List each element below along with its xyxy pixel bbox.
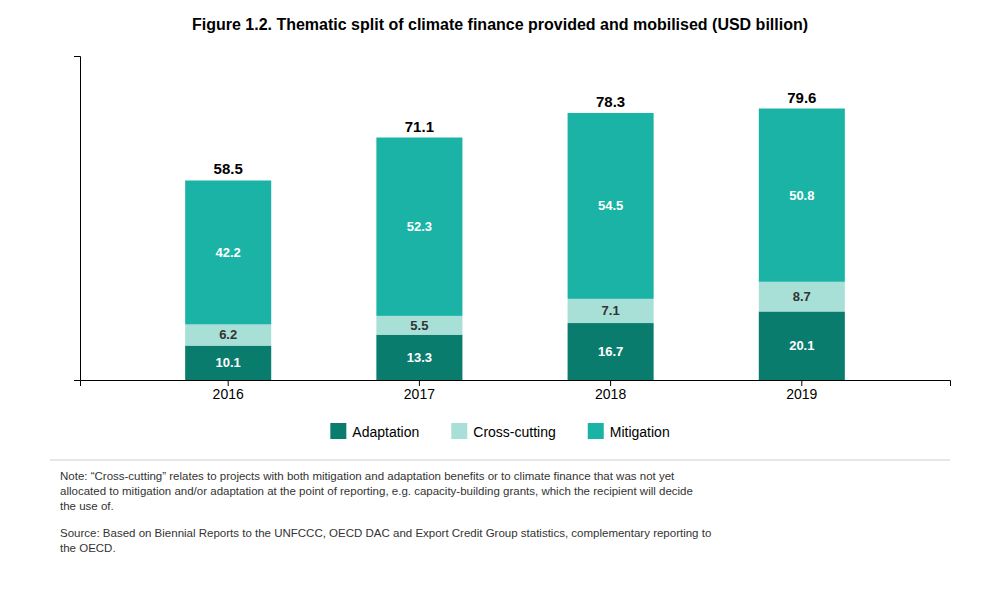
- legend-label: Mitigation: [610, 424, 670, 440]
- data-label: 6.2: [219, 327, 237, 342]
- axis-line: [74, 57, 81, 381]
- data-labels: 10.1 13.3 16.7 20.1 6.2 5.5 7.1 8.7 42.2 52.3 54.5…: [214, 89, 817, 371]
- plot: 10.1 13.3 16.7 20.1 6.2 5.5 7.1 8.7 42.2 52.3 54.5…: [74, 57, 951, 402]
- bar: [185, 180, 271, 324]
- data-label: 50.8: [789, 188, 814, 203]
- annotation: Source: Based on Biennial Reports to the…: [60, 527, 711, 554]
- data-label: 13.3: [407, 350, 432, 365]
- series: [185, 282, 845, 346]
- tick: 2017: [404, 380, 435, 402]
- bar: [185, 346, 271, 380]
- series: [185, 109, 845, 325]
- total-label: 79.6: [787, 89, 816, 106]
- legend-label: Adaptation: [352, 424, 419, 440]
- legend-item: Cross-cutting: [451, 423, 555, 440]
- bar: [376, 138, 462, 316]
- bar: [568, 323, 654, 380]
- x-axis: 2016 2017 2018 2019: [81, 380, 951, 402]
- data-label: 10.1: [216, 355, 241, 370]
- tick-label: 2017: [404, 386, 435, 402]
- bar: [759, 282, 845, 312]
- data-label: 54.5: [598, 198, 623, 213]
- data-label: 52.3: [407, 219, 432, 234]
- total-label: 58.5: [214, 160, 243, 177]
- legend: Adaptation Cross-cutting Mitigation: [330, 423, 669, 440]
- tick: 2016: [213, 380, 244, 402]
- series: [185, 311, 845, 380]
- bar: [376, 335, 462, 380]
- total-label: 71.1: [405, 118, 434, 135]
- legend-swatch: [451, 423, 467, 439]
- tick-label: 2016: [213, 386, 244, 402]
- bar: [185, 324, 271, 345]
- bar: [759, 311, 845, 380]
- y-axis: [74, 57, 81, 381]
- title: Figure 1.2. Thematic split of climate fi…: [192, 16, 808, 33]
- tick-label: 2019: [786, 386, 817, 402]
- data-label: 7.1: [602, 303, 620, 318]
- legend-item: Adaptation: [330, 423, 419, 440]
- data-label: 8.7: [793, 289, 811, 304]
- data-label: 16.7: [598, 344, 623, 359]
- tick-label: 2018: [595, 386, 626, 402]
- bars: [185, 109, 845, 380]
- separator: [50, 460, 950, 461]
- data-label: 42.2: [216, 245, 241, 260]
- total-label: 78.3: [596, 93, 625, 110]
- data-label: 20.1: [789, 338, 814, 353]
- bar: [376, 316, 462, 335]
- bar: [568, 299, 654, 323]
- data-label: 5.5: [410, 318, 428, 333]
- chart: Figure 1.2. Thematic split of climate fi…: [0, 0, 1000, 610]
- legend-label: Cross-cutting: [473, 424, 555, 440]
- tick: 2019: [786, 380, 817, 402]
- tick: 2018: [595, 380, 626, 402]
- legend-swatch: [330, 423, 346, 439]
- legend-item: Mitigation: [588, 423, 670, 440]
- annotation: Note: “Cross-cutting” relates to project…: [60, 470, 693, 512]
- bar: [759, 109, 845, 282]
- axis-line: [81, 381, 951, 387]
- bar: [568, 113, 654, 299]
- legend-swatch: [588, 423, 604, 439]
